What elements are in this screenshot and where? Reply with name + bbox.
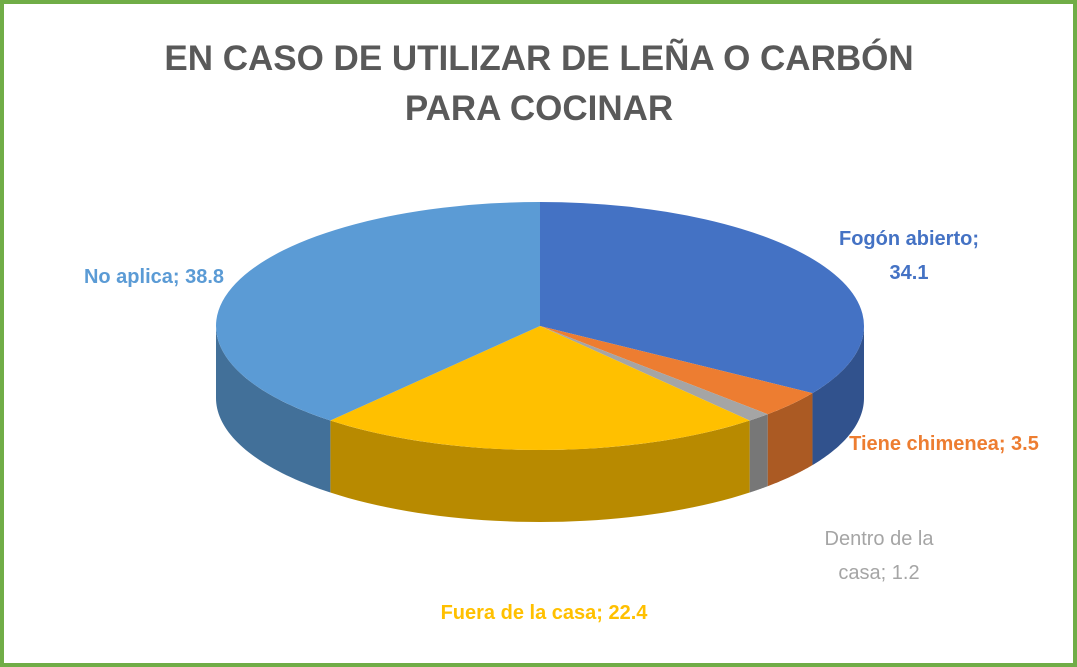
pie-slice-side: [767, 393, 813, 487]
label-category: Dentro de la casa: [824, 528, 934, 584]
label-separator: ;: [880, 562, 892, 584]
label-separator: ;: [998, 433, 1012, 455]
label-separator: ;: [972, 228, 985, 250]
label-category: Fuera de la casa: [440, 602, 597, 624]
label-category: No aplica: [83, 266, 173, 288]
label-separator: ;: [172, 266, 186, 288]
data-label: Tiene chimenea; 3.5: [844, 427, 1044, 461]
pie-slice: [330, 326, 750, 450]
label-category: Fogón abierto: [839, 228, 973, 250]
data-label: Fogón abierto; 34.1: [824, 222, 994, 290]
pie-slice-side: [812, 326, 864, 466]
label-value: 1.2: [891, 562, 920, 584]
data-label: No aplica; 38.8: [24, 260, 284, 294]
pie-slice: [540, 202, 864, 394]
label-value: 3.5: [1011, 433, 1039, 455]
label-value: 22.4: [608, 602, 648, 624]
pie-slice: [540, 326, 813, 415]
pie-slice-side: [216, 326, 331, 493]
label-category: Tiene chimenea: [849, 433, 999, 455]
chart-title: EN CASO DE UTILIZAR DE LEÑA O CARBÓN PAR…: [164, 39, 914, 128]
label-separator: ;: [596, 602, 609, 624]
label-value: 38.8: [185, 266, 225, 288]
pie-slice-side: [330, 420, 750, 522]
label-value: 34.1: [889, 262, 929, 284]
pie-slice: [216, 202, 541, 421]
pie-canvas: [216, 202, 864, 522]
data-label: Fuera de la casa; 22.4: [439, 596, 649, 630]
data-label: Dentro de la casa; 1.2: [804, 522, 954, 590]
pie-slice-side: [749, 414, 768, 493]
pie-slice: [540, 326, 768, 421]
